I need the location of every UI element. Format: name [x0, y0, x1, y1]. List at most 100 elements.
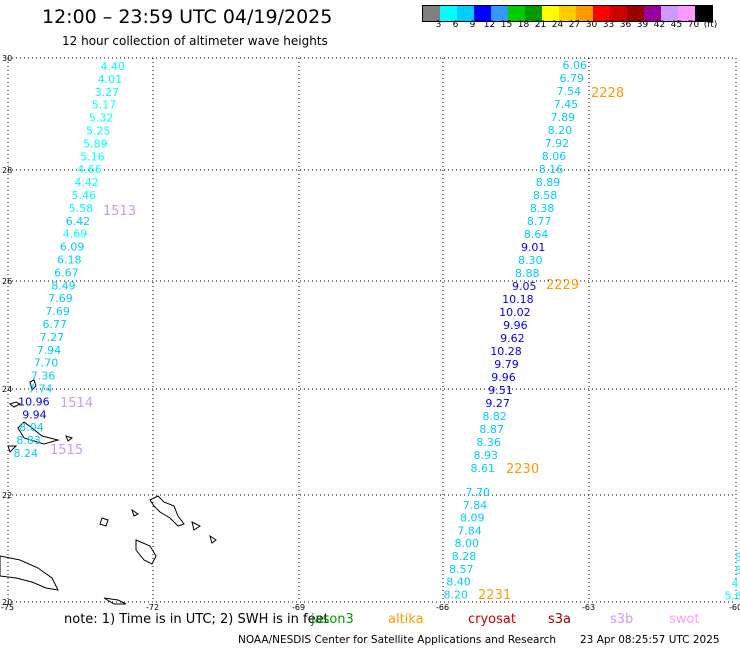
wave-height-value: 4.69 [63, 228, 88, 241]
wave-height-value: 7.70 [466, 486, 491, 499]
wave-height-value: 8.00 [455, 537, 480, 550]
legend-label: 3 [435, 20, 442, 30]
wave-height-value: 10.96 [18, 395, 50, 408]
wave-height-value: 8.49 [51, 279, 76, 292]
pass-time-labels: 1513 1514 1515 2228 2229 2230 2231 [50, 86, 624, 603]
wave-height-value: 8.28 [452, 550, 477, 563]
wave-height-value: 8.40 [446, 576, 471, 589]
island-outline [65, 435, 74, 442]
wave-height-value: 5.89 [83, 137, 108, 150]
wave-height-value: 8.38 [530, 202, 555, 215]
wave-height-value: 6.06 [563, 59, 588, 72]
legend-swatch [695, 6, 712, 21]
satellite-legend-item: s3a [548, 612, 572, 627]
legend-swatch [423, 6, 440, 21]
satellite-legend-item: altika [388, 612, 424, 627]
coastline [0, 379, 217, 605]
island-outline [135, 539, 157, 565]
island-outline [29, 379, 37, 391]
satellite-legend-item: cryosat [468, 612, 516, 627]
legend-swatch [678, 6, 695, 21]
wave-height-value: 4.66 [77, 163, 102, 176]
wave-height-value: 8.88 [515, 267, 540, 280]
wave-height-value: 8.09 [460, 512, 485, 525]
wave-height-value: 5.6 [725, 590, 740, 603]
legend-swatch [457, 6, 474, 21]
legend-label: 36 [619, 20, 632, 30]
legend-label: 39 [636, 20, 649, 30]
pass-time-label: 1515 [50, 443, 83, 458]
island-outline [209, 534, 217, 544]
legend-swatch [508, 6, 525, 21]
legend-swatch [593, 6, 610, 21]
wave-height-value: 9.27 [485, 397, 510, 410]
lon-label: -69 [292, 603, 305, 612]
wave-height-value: 7.54 [557, 85, 582, 98]
wave-height-value: 7.89 [551, 111, 576, 124]
wave-height-value: 5.25 [86, 125, 111, 138]
wave-height-value: 7.69 [45, 305, 70, 318]
satellite-legend-item: jason3 [311, 612, 354, 627]
island-outline [8, 401, 22, 408]
wave-height-value: 5.58 [69, 202, 94, 215]
wave-height-value: 8.30 [518, 254, 543, 267]
lat-label: 28 [2, 166, 12, 175]
wave-height-value: 8.93 [473, 449, 498, 462]
wave-height-value: 7.84 [463, 499, 488, 512]
altimeter-tracks: 4.404.013.275.175.325.255.895.164.664.42… [14, 59, 740, 603]
wave-height-value: 6.18 [57, 254, 82, 267]
wave-height-value: 5 [735, 564, 740, 577]
wave-height-value: 9.62 [500, 332, 525, 345]
wave-height-value: 8.36 [476, 436, 501, 449]
legend-swatch [525, 6, 542, 21]
lon-label: -60 [729, 603, 740, 612]
island-outline [0, 555, 59, 591]
island-outline [99, 517, 109, 527]
footer-note: note: 1) Time is in UTC; 2) SWH is in fe… [64, 612, 329, 627]
wave-height-value: 5.16 [80, 150, 105, 163]
wave-height-value: 7.45 [554, 98, 579, 111]
wave-height-value: 10.18 [502, 293, 534, 306]
legend-swatch [661, 6, 678, 21]
legend-label: 45 [670, 20, 683, 30]
legend-label: 30 [585, 20, 598, 30]
wave-height-value: 9.96 [491, 371, 516, 384]
wave-height-value: 10.28 [490, 345, 522, 358]
wave-height-value: 9.05 [512, 280, 537, 293]
wave-height-value: 8.04 [19, 421, 44, 434]
pass-time-label: 2228 [591, 86, 624, 101]
wave-height-value: 8.20 [548, 124, 573, 137]
pass-time-label: 2231 [478, 588, 511, 603]
wave-height-value: 9.01 [521, 241, 546, 254]
island-outline [191, 521, 201, 531]
wave-height-value: 7.36 [31, 370, 56, 383]
legend-label: 15 [500, 20, 513, 30]
wave-height-value: 4.40 [101, 60, 126, 73]
wave-height-value: 5.32 [89, 112, 114, 125]
wave-height-value: 9.51 [488, 384, 513, 397]
lat-lon-grid: 30 28 26 24 22 20-75 -72 -69 -66 -63 -60 [1, 54, 740, 612]
wave-height-value: 8.24 [14, 447, 39, 460]
wave-height-value: 8.20 [444, 588, 469, 601]
legend-swatch [644, 6, 661, 21]
pass-time-label: 2230 [506, 462, 539, 477]
wave-height-value: 6.67 [54, 266, 79, 279]
lat-label: 24 [2, 385, 12, 394]
wave-height-value: 10.02 [499, 306, 531, 319]
wave-height-value: 6.09 [60, 241, 85, 254]
lat-label: 20 [2, 598, 12, 607]
wave-height-value: 9.94 [22, 408, 47, 421]
legend-swatch [576, 6, 593, 21]
legend-label: 9 [469, 20, 476, 30]
lon-label: -75 [1, 603, 14, 612]
wave-height-value: 4. [732, 577, 740, 590]
legend-label: 27 [568, 20, 581, 30]
island-outline [131, 508, 139, 517]
wave-height-value: 7.94 [37, 344, 62, 357]
wave-height-value: 5.46 [72, 189, 97, 202]
wave-height-value: 8.77 [527, 215, 552, 228]
legend-label: 42 [653, 20, 666, 30]
legend-label: 70 [687, 20, 700, 30]
wave-height-value: 9.96 [503, 319, 528, 332]
legend-label: 6 [452, 20, 459, 30]
